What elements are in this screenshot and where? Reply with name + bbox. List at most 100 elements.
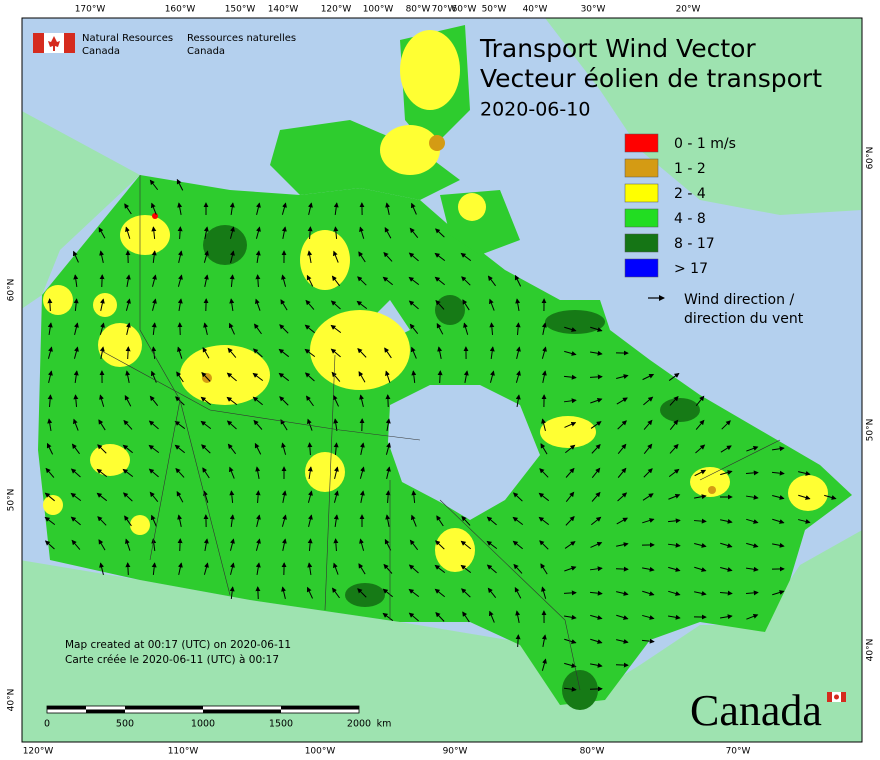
wind-arrow: [177, 514, 183, 527]
wind-arrow: [643, 443, 653, 454]
wind-arrow: [304, 324, 315, 334]
latitude-label: 50°N: [866, 419, 876, 442]
wind-arrow: [694, 590, 707, 596]
wind-arrow: [72, 250, 79, 263]
wind-arrow: [307, 418, 313, 431]
agency-en: Natural Resources: [82, 33, 173, 44]
wind-arrow: [305, 395, 314, 407]
wind-arrow: [590, 638, 603, 644]
wind-arrow: [589, 374, 603, 380]
wind-arrow: [435, 612, 445, 622]
wind-arrow: [515, 370, 521, 383]
wind-arrow: [616, 614, 629, 620]
wind-arrow: [125, 346, 131, 360]
wind-arrow: [230, 250, 235, 263]
scale-label: 0: [44, 719, 50, 730]
wind-arrow: [461, 515, 471, 526]
wind-arrow: [668, 590, 681, 596]
wind-arrow: [226, 372, 237, 382]
wind-arrow: [771, 470, 785, 476]
wind-arrow: [281, 442, 287, 455]
wind-arrow: [541, 634, 547, 647]
wind-arrow: [73, 394, 79, 408]
wind-arrow: [307, 466, 313, 480]
agency-fr: Canada: [187, 46, 225, 57]
wind-arrow: [463, 370, 469, 383]
wind-arrow: [151, 226, 157, 240]
wind-arrow: [332, 394, 339, 407]
wind-arrow: [694, 494, 707, 500]
wind-arrow: [148, 444, 160, 453]
wind-arrow: [306, 274, 314, 287]
wind-arrow: [616, 590, 629, 596]
wind-arrow: [229, 490, 235, 504]
wind-arrow: [564, 662, 577, 668]
wind-arrow: [720, 445, 732, 453]
wind-arrow: [148, 468, 159, 478]
wind-arrow: [642, 566, 655, 572]
wind-arrow: [515, 346, 521, 359]
date: 2020-06-10: [480, 99, 590, 121]
scale-labels: 0 500 1000 1500 2000 km: [44, 719, 391, 730]
wind-arrow: [331, 371, 341, 382]
longitude-label: 90°W: [443, 747, 468, 757]
legend-swatch: [624, 258, 659, 278]
wind-arrow: [746, 614, 759, 620]
wind-arrow: [307, 250, 313, 263]
scale-segment: [281, 706, 359, 710]
agency-en: Canada: [82, 46, 120, 57]
wind-arrow: [694, 469, 707, 477]
wind-arrow: [694, 566, 707, 572]
wind-arrow: [174, 420, 186, 430]
wind-arrow: [330, 348, 341, 358]
wind-arrow: [515, 394, 521, 408]
wind-arrow: [174, 444, 186, 454]
wind-arrow: [669, 419, 679, 431]
wind-arrow: [99, 562, 104, 575]
wind-arrow: [304, 348, 316, 358]
wind-arrow: [410, 514, 417, 527]
legend-swatch: [624, 183, 659, 203]
wind-arrow: [385, 490, 391, 504]
wind-arrow: [97, 516, 107, 526]
wind-arrow: [359, 442, 365, 455]
wind-arrow: [563, 686, 577, 692]
wind-arrow: [200, 396, 212, 406]
wind-arrow: [152, 274, 157, 287]
wind-arrow: [590, 614, 603, 620]
wind-arrow: [70, 516, 81, 526]
wind-arrow: [202, 347, 210, 359]
wind-arrow: [99, 322, 105, 335]
wind-arrow: [436, 322, 444, 335]
wind-arrow: [771, 446, 785, 452]
wind-arrow: [177, 346, 183, 359]
legend-label: > 17: [674, 261, 708, 277]
legend-swatch: [624, 158, 659, 178]
wind-arrow: [720, 542, 733, 548]
wind-arrow: [281, 514, 287, 527]
wind-arrow: [616, 397, 628, 405]
wind-arrow: [434, 276, 445, 286]
wind-arrow: [333, 490, 339, 503]
wind-arrow: [643, 468, 653, 478]
greenland: [545, 18, 862, 215]
wind-arrow: [357, 348, 367, 358]
wind-arrow: [150, 514, 157, 527]
wind-arrow: [333, 418, 339, 432]
wind-arrow: [590, 662, 603, 668]
wind-arrow: [306, 586, 313, 599]
wind-arrow: [226, 396, 238, 405]
wind-arrow: [643, 419, 653, 430]
wind-arrow: [255, 466, 261, 479]
wind-arrow: [71, 539, 81, 550]
wind-arrow: [541, 322, 547, 335]
wind-arrow: [590, 350, 603, 356]
wind-arrow: [745, 470, 759, 476]
wind-arrow: [695, 419, 705, 430]
title: Transport Wind Vector: [479, 34, 756, 63]
wind-arrow: [255, 274, 261, 288]
wind-arrow: [668, 566, 681, 572]
wind-arrow: [47, 346, 53, 359]
legend-arrow-label: Wind direction /: [684, 292, 794, 308]
wind-arrow: [798, 494, 811, 500]
